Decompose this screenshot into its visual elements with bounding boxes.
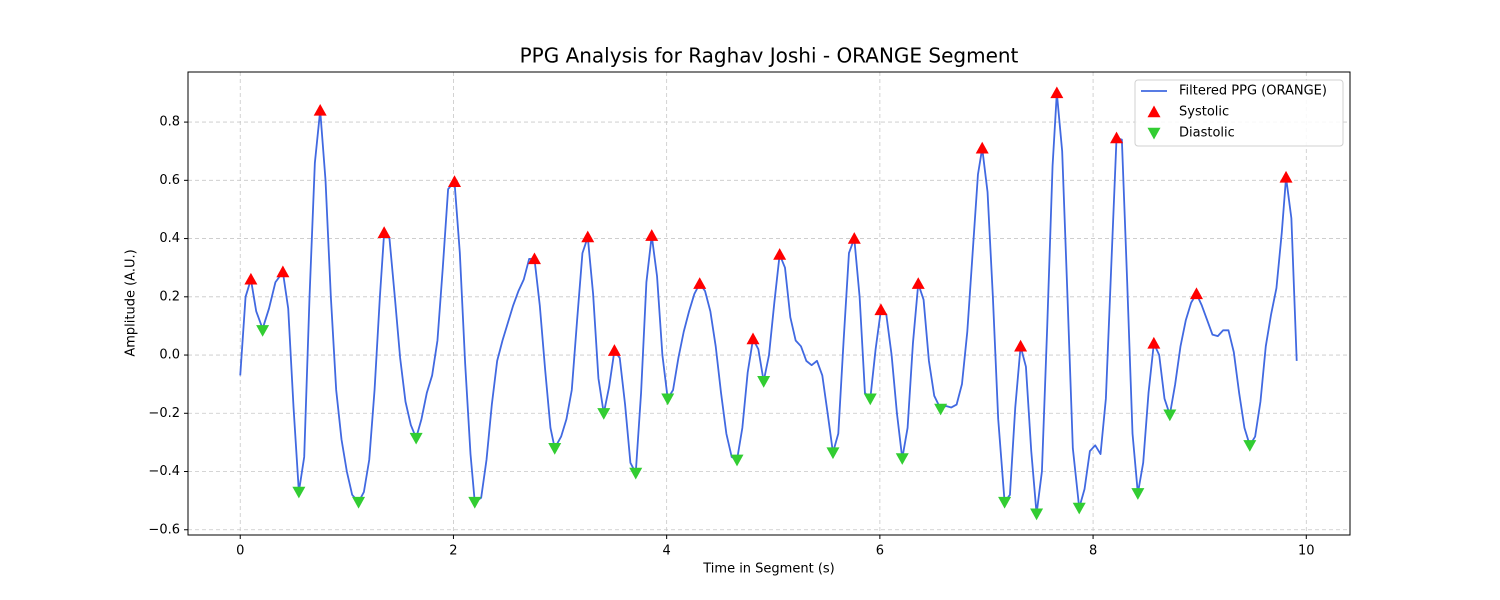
legend-label: Systolic (1179, 105, 1229, 120)
plot-frame (187, 71, 1351, 536)
y-axis-label: Amplitude (A.U.) (124, 249, 139, 356)
systolic-marker (1189, 287, 1203, 300)
y-tick-label: 0.4 (159, 231, 180, 246)
legend-label: Filtered PPG (ORANGE) (1179, 84, 1327, 99)
diastolic-marker (1163, 409, 1177, 422)
systolic-marker (746, 332, 760, 345)
systolic-marker (645, 229, 659, 241)
diastolic-marker (934, 403, 948, 416)
systolic-marker (313, 103, 327, 116)
diastolic-marker (548, 443, 562, 455)
systolic-marker (874, 303, 888, 316)
systolic-marker (773, 248, 787, 260)
systolic-marker (448, 175, 462, 187)
y-tick-label: 0.0 (159, 348, 180, 363)
systolic-marker (847, 232, 861, 244)
y-tick-label: 0.2 (159, 289, 180, 304)
diastolic-marker (409, 432, 423, 445)
diastolic-marker (352, 496, 366, 509)
diastolic-marker (597, 408, 611, 420)
systolic-marker (1147, 336, 1161, 349)
systolic-marker (581, 230, 595, 243)
x-tick-label: 10 (1298, 544, 1315, 559)
y-tick-label: −0.2 (148, 406, 180, 421)
legend-swatch (1147, 127, 1161, 140)
systolic-marker (276, 265, 290, 278)
diastolic-marker (256, 325, 270, 337)
y-tick-label: −0.4 (148, 464, 180, 479)
diastolic-marker (1072, 502, 1086, 515)
diastolic-marker (826, 447, 840, 460)
x-tick-label: 0 (236, 544, 244, 559)
x-tick-label: 4 (663, 544, 671, 559)
x-tick-label: 6 (876, 544, 884, 559)
diastolic-marker (863, 393, 877, 406)
diastolic-marker (1131, 488, 1145, 500)
systolic-marker (244, 272, 258, 285)
systolic-marker (1279, 170, 1293, 183)
diastolic-marker (895, 453, 909, 465)
systolic-marker (377, 226, 391, 238)
legend-swatch (1147, 105, 1161, 118)
systolic-marker (1110, 131, 1124, 144)
diastolic-marker (757, 376, 771, 388)
diastolic-marker (292, 486, 306, 499)
diastolic-marker (468, 496, 482, 509)
diastolic-marker (1030, 508, 1044, 521)
legend-box (1134, 79, 1344, 147)
chart-title: PPG Analysis for Raghav Joshi - ORANGE S… (520, 44, 1019, 68)
diastolic-marker (998, 496, 1012, 509)
diastolic-marker (661, 393, 675, 406)
diastolic-marker (730, 454, 744, 467)
legend-label: Diastolic (1179, 126, 1235, 141)
systolic-marker (1050, 86, 1064, 99)
x-axis-label: Time in Segment (s) (702, 562, 834, 577)
x-tick-label: 2 (449, 544, 457, 559)
systolic-marker (693, 277, 707, 289)
y-tick-label: −0.6 (148, 522, 180, 537)
ppg-line (239, 92, 1298, 515)
diastolic-marker (1243, 440, 1257, 452)
y-tick-label: 0.6 (159, 173, 180, 188)
y-tick-label: 0.8 (159, 115, 180, 130)
diastolic-marker (629, 467, 643, 480)
systolic-marker (975, 141, 989, 154)
systolic-marker (911, 277, 925, 289)
systolic-marker (607, 344, 621, 356)
systolic-marker (527, 252, 541, 265)
x-tick-label: 8 (1089, 544, 1097, 559)
systolic-marker (1014, 339, 1028, 352)
